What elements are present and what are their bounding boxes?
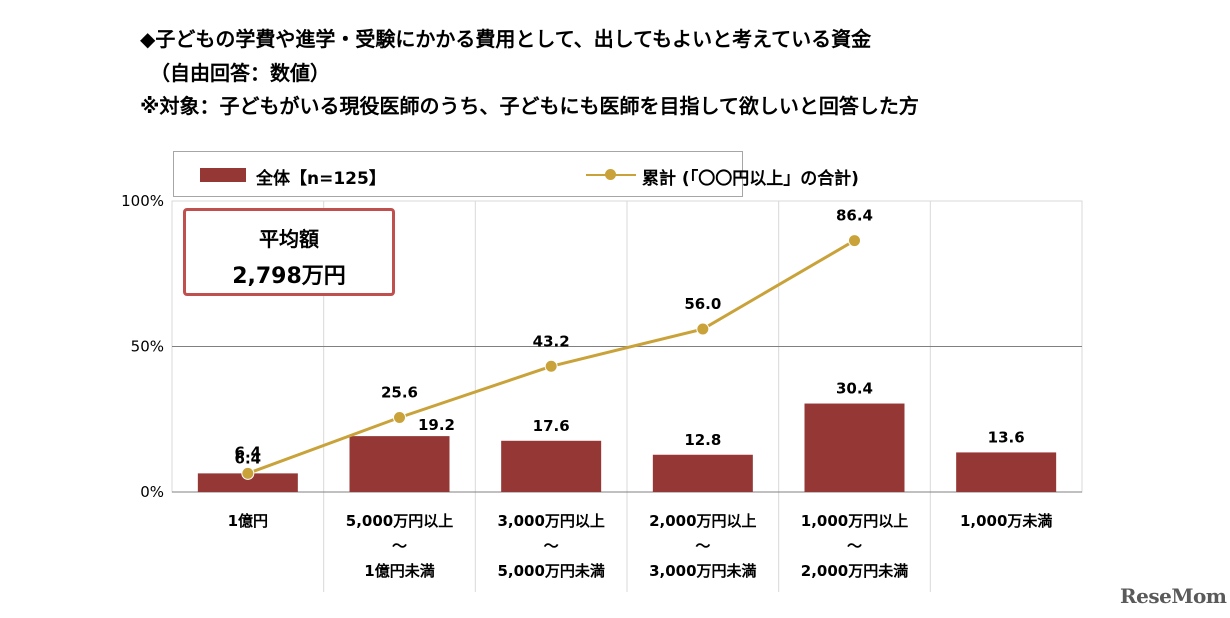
legend-bar-swatch: [200, 168, 246, 182]
average-value: 2,798万円: [232, 264, 346, 289]
bar-value-label: 12.8: [684, 431, 721, 449]
bar: [197, 473, 298, 492]
y-tick-label: 100%: [121, 192, 164, 210]
cumulative-point: [696, 322, 710, 336]
x-category-label: ～: [847, 537, 862, 555]
bar-value-label: 17.6: [533, 417, 570, 435]
cumulative-point: [393, 411, 406, 425]
cumulative-value-label: 43.2: [533, 332, 570, 350]
legend-line-label: 累計 (「〇〇円以上」の合計): [642, 169, 859, 189]
bar-value-label: 19.2: [418, 416, 455, 434]
cumulative-value-label: 86.4: [836, 207, 873, 225]
x-category-label: 2,000万円以上: [649, 512, 756, 530]
chart-subtitle: （自由回答：数値）: [150, 61, 330, 85]
chart-legend: 全体【n=125】 累計 (「〇〇円以上」の合計): [173, 151, 859, 197]
average-amount-box: 平均額 2,798万円: [183, 208, 395, 296]
cumulative-value-label: 6.4: [235, 443, 262, 461]
bar: [501, 440, 602, 492]
x-category-label: 5,000万円未満: [497, 562, 604, 580]
bar-value-label: 6.4: [235, 449, 262, 467]
x-category-label: 3,000万円以上: [497, 512, 604, 530]
chart-title: ◆子どもの学費や進学・受験にかかる費用として、出してもよいと考えている資金: [140, 27, 872, 51]
resemom-logo: ReseMom: [1120, 584, 1227, 608]
y-tick-label: 0%: [140, 483, 164, 501]
x-category-label: 2,000万円未満: [801, 562, 908, 580]
average-label: 平均額: [259, 227, 319, 251]
bar-value-label: 13.6: [988, 428, 1025, 446]
cumulative-value-label: 56.0: [684, 295, 721, 313]
x-category-label: 1,000万未満: [960, 512, 1052, 530]
bar: [804, 403, 905, 492]
x-category-label: ～: [695, 537, 710, 555]
x-category-label: 3,000万円未満: [649, 562, 756, 580]
x-category-label: 1億円: [228, 512, 268, 530]
bar: [956, 452, 1057, 492]
bar: [652, 454, 753, 492]
x-category-label: 5,000万円以上: [346, 512, 453, 530]
cumulative-point: [848, 234, 861, 248]
cumulative-value-label: 25.6: [381, 384, 418, 402]
x-category-label: 1億円未満: [364, 562, 434, 580]
cumulative-point: [544, 359, 558, 373]
chart-target-note: ※対象：子どもがいる現役医師のうち、子どもにも医師を目指して欲しいと回答した方: [140, 94, 919, 118]
x-category-label: ～: [392, 537, 407, 555]
y-tick-label: 50%: [131, 338, 164, 356]
legend-line-marker: [605, 169, 616, 180]
cumulative-point: [241, 466, 255, 480]
x-category-label: 1,000万円以上: [801, 512, 908, 530]
x-category-label: ～: [544, 537, 559, 555]
bar-value-label: 30.4: [836, 380, 873, 398]
bar: [349, 436, 450, 492]
legend-bar-label: 全体【n=125】: [256, 169, 386, 189]
